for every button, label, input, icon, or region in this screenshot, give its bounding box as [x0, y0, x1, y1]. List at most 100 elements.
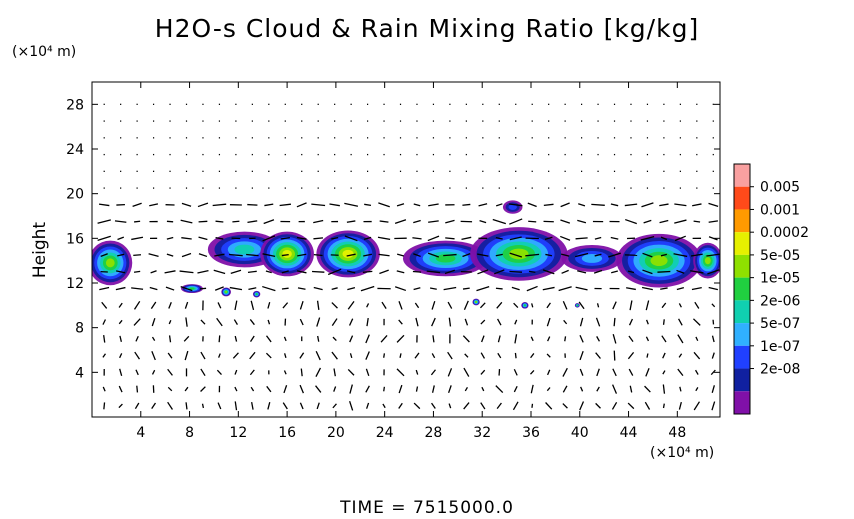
- wind-arrow: [479, 219, 487, 224]
- colorbar-swatch: [734, 368, 750, 392]
- colorbar-label: 5e-05: [760, 248, 800, 264]
- wind-arrow: [612, 384, 618, 394]
- wind-arrow: [711, 401, 716, 411]
- wind-arrow: [262, 235, 276, 242]
- wind-arrow: [249, 369, 255, 376]
- chart-title: H2O-s Cloud & Rain Mixing Ratio [kg/kg]: [154, 14, 700, 43]
- wind-arrow: [546, 302, 551, 309]
- wind-arrow: [711, 385, 715, 393]
- wind-arrow: [151, 402, 157, 409]
- wind-arrow: [612, 368, 617, 377]
- wind-arrow: [131, 287, 144, 290]
- wind-arrow: [497, 335, 501, 343]
- wind-arrow: [660, 253, 668, 257]
- wind-arrow: [594, 236, 602, 240]
- wind-arrow: [509, 203, 523, 207]
- wind-arrow: [679, 386, 682, 392]
- colorbar-swatch: [734, 323, 750, 346]
- wind-arrow: [625, 218, 637, 225]
- wind-arrow: [596, 336, 601, 342]
- wind-arrow: [708, 236, 718, 241]
- wind-arrow: [415, 317, 419, 327]
- wind-arrow: [316, 317, 321, 327]
- wind-arrow: [529, 370, 535, 375]
- wind-arrow: [644, 385, 651, 393]
- wind-arrow: [148, 253, 159, 258]
- wind-arrow: [579, 335, 584, 343]
- wind-arrow: [168, 319, 172, 325]
- wind-arrow: [509, 218, 523, 225]
- wind-arrow: [364, 203, 372, 206]
- wind-arrow: [512, 401, 519, 411]
- wind-arrow: [299, 301, 304, 310]
- wind-arrow: [708, 202, 719, 207]
- wind-arrow: [496, 301, 503, 309]
- wind-arrow: [379, 220, 389, 223]
- wind-arrow: [542, 269, 555, 275]
- wind-arrow: [613, 350, 616, 361]
- wind-arrow: [297, 287, 306, 290]
- wind-arrow: [428, 220, 439, 223]
- wind-arrow: [180, 219, 193, 224]
- wind-arrow: [575, 237, 588, 240]
- wind-arrow: [119, 335, 123, 342]
- wind-arrow: [676, 269, 685, 274]
- wind-arrow: [462, 335, 470, 343]
- wind-arrow: [629, 385, 633, 393]
- wind-arrow: [611, 270, 619, 274]
- cloud-blob: [470, 227, 568, 281]
- wind-arrow: [118, 385, 123, 393]
- wind-arrow: [184, 386, 189, 392]
- wind-arrow: [313, 286, 323, 291]
- wind-arrow: [267, 301, 271, 309]
- wind-arrow: [708, 286, 719, 291]
- wind-arrow: [662, 352, 666, 359]
- wind-arrow: [179, 270, 194, 274]
- colorbar-label: 1e-07: [760, 339, 800, 355]
- y-tick-label: 28: [66, 97, 84, 113]
- wind-arrow: [509, 252, 523, 258]
- cloud-contour: [704, 257, 711, 265]
- wind-arrow: [544, 236, 553, 241]
- wind-arrow: [462, 253, 471, 258]
- wind-arrow: [151, 317, 156, 327]
- cloud-contour: [475, 300, 478, 303]
- wind-arrow: [560, 202, 570, 208]
- wind-arrow: [481, 335, 485, 343]
- wind-arrow: [514, 352, 517, 359]
- wind-arrow: [462, 287, 470, 290]
- wind-arrow: [265, 335, 272, 343]
- wind-arrow: [626, 287, 636, 291]
- wind-arrow: [381, 301, 387, 309]
- wind-arrow: [478, 203, 488, 207]
- wind-arrow: [315, 350, 321, 361]
- wind-arrow: [344, 202, 359, 207]
- wind-arrow: [706, 253, 721, 257]
- wind-arrow: [199, 287, 207, 290]
- wind-arrow: [578, 203, 586, 207]
- cloud-contour: [435, 254, 456, 263]
- x-tick-label: 4: [136, 425, 145, 441]
- wind-arrow: [413, 287, 421, 291]
- wind-arrow: [575, 252, 589, 258]
- wind-arrow: [443, 253, 457, 257]
- wind-arrow: [593, 269, 603, 274]
- wind-arrow: [477, 253, 489, 257]
- wind-arrow: [708, 220, 719, 223]
- wind-arrow: [494, 269, 505, 275]
- wind-arrow: [380, 335, 388, 343]
- wind-arrow: [427, 252, 440, 258]
- wind-arrow: [349, 335, 354, 343]
- cloud-blob: [260, 231, 314, 277]
- wind-arrow: [332, 336, 337, 341]
- wind-arrow: [347, 286, 356, 291]
- wind-arrow: [201, 403, 205, 409]
- wind-arrow: [149, 203, 159, 207]
- wind-arrow: [707, 269, 720, 275]
- wind-arrow: [151, 336, 156, 341]
- y-tick-label: 4: [75, 365, 84, 381]
- colorbar-label: 5e-07: [760, 316, 800, 332]
- wind-arrow: [363, 253, 373, 257]
- wind-arrow: [509, 236, 522, 241]
- wind-arrow: [692, 203, 702, 207]
